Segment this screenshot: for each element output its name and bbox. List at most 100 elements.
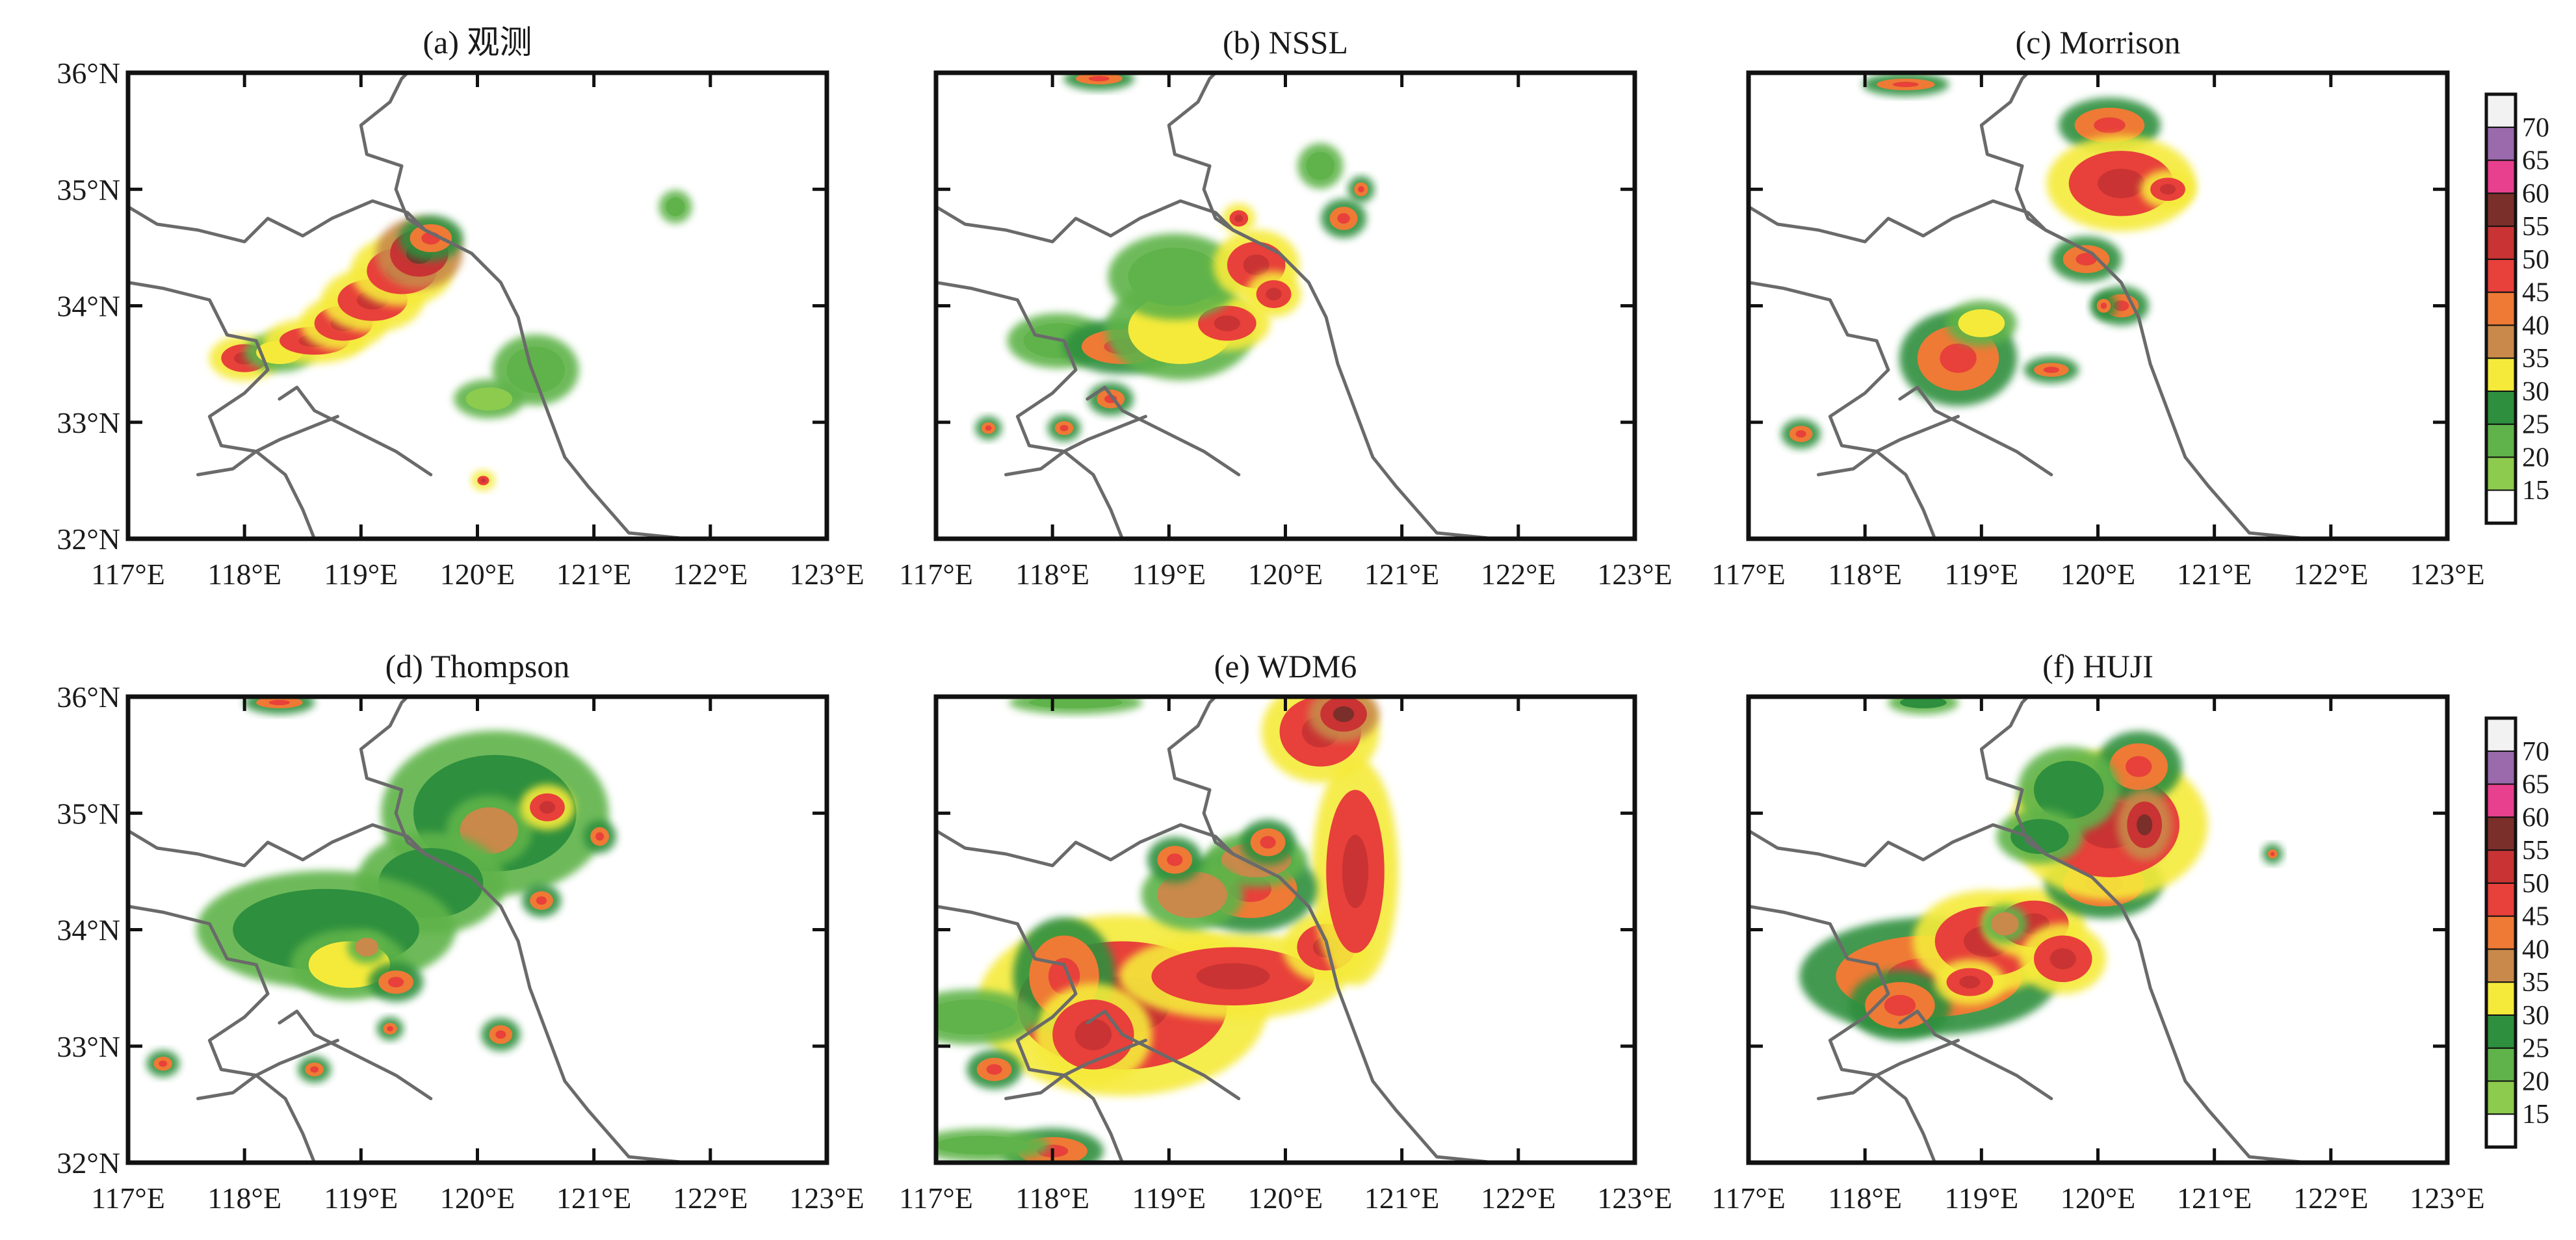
colorbar-swatch <box>2486 1113 2516 1148</box>
echo-core <box>1342 834 1369 909</box>
panel-f: (f) HUJI 117°E 118°E 119°E 120°E 121°E 122°E 12… <box>1711 648 2485 1215</box>
echo-core <box>2100 302 2107 309</box>
x-tick-label: 120°E <box>2061 1182 2136 1215</box>
x-tick-label: 120°E <box>1248 1182 1323 1215</box>
x-tick-label: 122°E <box>2293 1182 2369 1215</box>
x-tick-label: 121°E <box>2177 1182 2252 1215</box>
colorbar-label: 35 <box>2522 968 2549 998</box>
x-tick-label: 120°E <box>440 1182 515 1215</box>
colorbar-swatch <box>2486 357 2516 392</box>
panel-c: (c) Morrison 117°E 118°E 119°E 120°E 121°E 122… <box>1711 24 2485 591</box>
colorbar-swatch <box>2486 94 2516 128</box>
echo-core <box>1196 963 1270 990</box>
echo-core <box>1959 975 1981 988</box>
echo-core <box>1214 315 1241 331</box>
coastline <box>1749 73 2309 539</box>
boundary-line <box>1749 905 1937 1163</box>
echo-core <box>310 1066 319 1073</box>
x-tick-label: 119°E <box>324 558 398 591</box>
echo-core <box>480 478 486 483</box>
reflectivity-field <box>936 697 1399 1163</box>
x-tick-label: 120°E <box>2061 558 2136 591</box>
panel-d: (d) Thompson 117°E 118°E 119°E 120°E 121°E 122… <box>57 648 864 1215</box>
colorbar-frame <box>2484 716 2517 1149</box>
y-tick-label: 33°N <box>57 406 120 439</box>
x-tick-label: 118°E <box>207 558 281 591</box>
reflectivity-field <box>209 190 692 491</box>
x-tick-label: 123°E <box>1597 1182 1672 1215</box>
colorbar-swatch <box>2486 816 2516 851</box>
colorbar-label: 40 <box>2522 311 2549 341</box>
echo-core <box>1795 430 1806 438</box>
colorbar-label: 25 <box>2522 1034 2549 1064</box>
boundary-line <box>1749 199 2071 244</box>
colorbar-swatch <box>2486 456 2516 491</box>
echo-core <box>495 1030 506 1039</box>
echo-cell <box>1306 151 1334 180</box>
x-tick-label: 123°E <box>2410 558 2485 591</box>
x-tick-label: 123°E <box>789 558 865 591</box>
y-tick-label: 32°N <box>57 1146 120 1180</box>
echo-core <box>1243 254 1269 276</box>
colorbar-swatch <box>2486 192 2516 227</box>
x-tick-label: 118°E <box>1015 1182 1089 1215</box>
colorbar-swatch <box>2486 291 2516 326</box>
colorbar-label: 70 <box>2522 113 2549 143</box>
x-tick-label: 121°E <box>1364 1182 1440 1215</box>
y-tick-label: 36°N <box>57 680 120 714</box>
y-tick-label: 34°N <box>57 290 120 323</box>
colorbar-label: 55 <box>2522 836 2549 866</box>
panel-title: (f) HUJI <box>2042 648 2153 684</box>
colorbar-label: 55 <box>2522 212 2549 242</box>
colorbar-label: 45 <box>2522 902 2549 932</box>
panel-title: (c) Morrison <box>2015 24 2180 60</box>
echo-core <box>1337 213 1350 224</box>
echo-core <box>2043 367 2059 373</box>
echo-cell <box>936 1135 1030 1155</box>
x-tick-label: 123°E <box>1597 558 1672 591</box>
x-tick-label: 121°E <box>1364 558 1440 591</box>
boundary-line <box>1817 415 1960 476</box>
boundary-line <box>1817 1039 1960 1100</box>
colorbar-swatch <box>2486 717 2516 752</box>
colorbar-swatch <box>2486 882 2516 917</box>
colorbar-swatch <box>2486 258 2516 293</box>
x-tick-label: 117°E <box>899 1182 973 1215</box>
reflectivity-field <box>1799 697 2283 1041</box>
echo-cell <box>465 387 513 411</box>
echo-core <box>1333 706 1355 722</box>
panel-title: (b) NSSL <box>1223 24 1348 60</box>
colorbar-label: 50 <box>2522 245 2549 275</box>
boundary-line <box>278 1009 433 1100</box>
coastline <box>936 697 1497 1163</box>
x-tick-label: 119°E <box>1944 558 2018 591</box>
coastline <box>128 697 689 1163</box>
boundary-line <box>128 823 450 868</box>
echo-core <box>2075 253 2097 266</box>
echo-cell <box>355 938 379 957</box>
x-tick-label: 119°E <box>324 1182 398 1215</box>
boundary-line <box>196 415 339 476</box>
colorbar-swatch <box>2486 1047 2516 1082</box>
colorbar-swatch <box>2486 126 2516 161</box>
echo-core <box>1088 75 1110 81</box>
colorbar-swatch <box>2486 981 2516 1016</box>
x-tick-label: 117°E <box>1711 1182 1786 1215</box>
coastline <box>936 73 1497 539</box>
y-tick-label: 34°N <box>57 914 120 947</box>
colorbar-swatch <box>2486 948 2516 983</box>
colorbar-label: 15 <box>2522 476 2549 506</box>
y-tick-label: 32°N <box>57 523 120 556</box>
colorbar-swatch <box>2486 783 2516 818</box>
boundary-line <box>1004 1039 1147 1100</box>
x-tick-label: 117°E <box>91 558 165 591</box>
colorbar-label: 60 <box>2522 803 2549 833</box>
x-tick-label: 117°E <box>1711 558 1786 591</box>
echo-cell <box>666 197 685 216</box>
echo-core <box>2113 300 2129 311</box>
echo-core <box>387 1026 393 1031</box>
echo-core <box>387 977 404 988</box>
panel-title: (d) Thompson <box>385 648 570 684</box>
colorbar-label: 30 <box>2522 1001 2549 1031</box>
boundary-line <box>1749 823 2071 868</box>
